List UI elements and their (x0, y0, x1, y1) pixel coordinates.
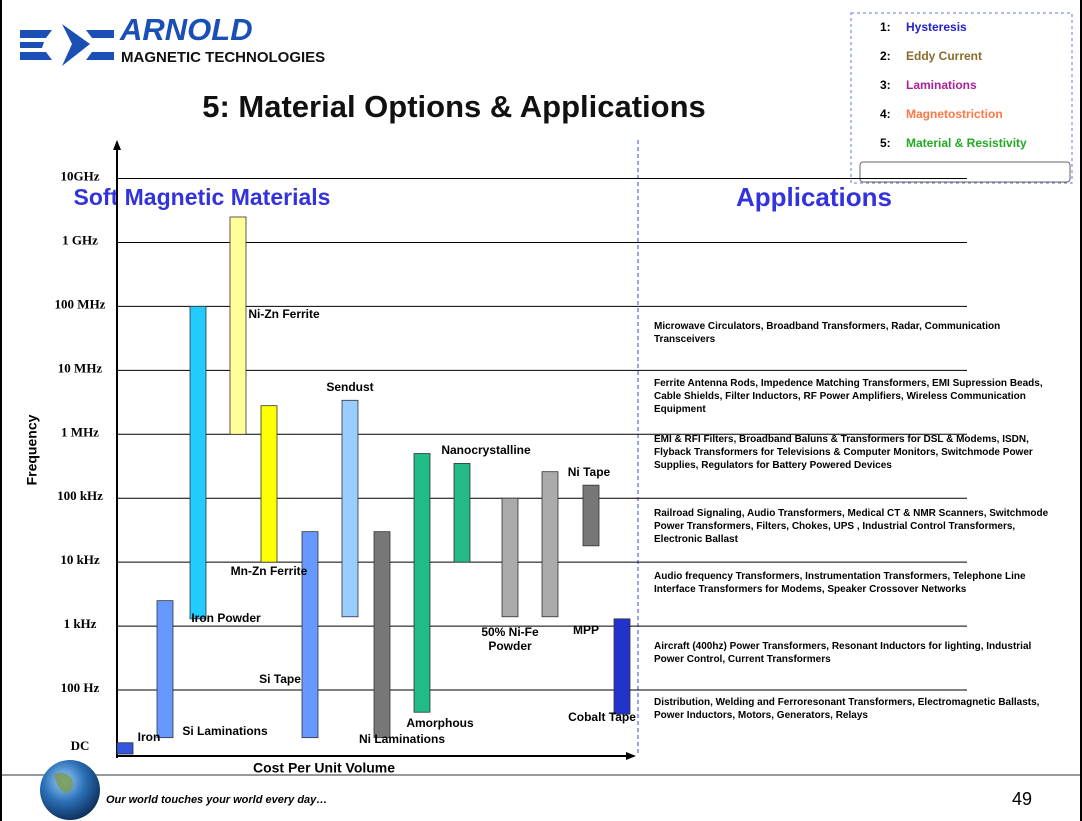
nav-item: Eddy Current (906, 49, 983, 63)
nav-item: Hysteresis (906, 20, 967, 34)
bar (116, 742, 134, 755)
bar-label: Amorphous (406, 716, 474, 731)
nav-item: Magnetostriction (906, 107, 1003, 121)
bar-label: Iron (137, 730, 161, 744)
application: Railroad Signaling, Audio Transformers, … (654, 508, 1049, 545)
logo (20, 24, 114, 66)
bar-label: Si Laminations (182, 723, 268, 738)
y-axis-arrow (113, 140, 121, 150)
bar-label: Cobalt Tape (568, 710, 636, 725)
slide-title: 5: Material Options & Applications (202, 89, 706, 124)
nav-number: 1: (880, 20, 891, 34)
nav-number: 3: (880, 78, 891, 92)
brand: ARNOLD (119, 12, 253, 47)
y-tick-label: 100 MHz (55, 296, 106, 311)
bar (613, 618, 631, 715)
bar (453, 463, 471, 563)
bar-label: Iron Powder (191, 610, 261, 625)
application: Aircraft (400hz) Power Transformers, Res… (654, 641, 1032, 665)
bar (501, 497, 519, 618)
bar (373, 531, 391, 739)
bar (229, 216, 247, 435)
y-tick-label: 100 kHz (57, 488, 103, 503)
y-tick-label: 10GHz (61, 168, 100, 183)
page-number: 49 (1012, 789, 1032, 809)
brand-sub: MAGNETIC TECHNOLOGIES (121, 49, 325, 66)
nav-box (850, 12, 1073, 184)
tagline: Our world touches your world every day… (106, 794, 327, 806)
bar (413, 453, 431, 713)
x-axis-label: Cost Per Unit Volume (253, 760, 395, 776)
bar (260, 405, 278, 563)
bar-label: Ni-Zn Ferrite (248, 306, 320, 321)
nav-item: Laminations (906, 78, 977, 92)
bar (582, 484, 600, 547)
bar-label: Nanocrystalline (441, 443, 531, 458)
nav-current (859, 161, 1071, 183)
applications-heading: Applications (736, 182, 892, 212)
bar-label: Ni Tape (567, 465, 611, 480)
chart-title: Soft Magnetic Materials (74, 184, 331, 210)
y-tick-label: 1 kHz (64, 616, 97, 631)
nav-item: Material & Resistivity (906, 136, 1027, 150)
nav-number: 2: (880, 49, 891, 63)
bar (541, 471, 559, 618)
bar-label: MPP (572, 622, 599, 637)
application: Distribution, Welding and Ferroresonant … (654, 697, 1040, 721)
nav-number: 5: (880, 136, 891, 150)
bar-label: Ni Laminations (358, 731, 445, 746)
nav-number: 4: (880, 107, 891, 121)
bar (156, 600, 174, 739)
application: EMI & RFI Filters, Broadband Baluns & Tr… (654, 434, 1033, 471)
bar-label: Si Tape (259, 671, 301, 686)
bar-label: Sendust (326, 380, 374, 395)
y-tick-label: 10 MHz (58, 360, 103, 375)
bar (301, 531, 319, 739)
application: Microwave Circulators, Broadband Transfo… (654, 321, 1001, 345)
y-origin-label: DC (71, 738, 90, 753)
y-axis-label: Frequency (24, 414, 40, 485)
application: Audio frequency Transformers, Instrument… (654, 571, 1026, 595)
bar-label: 50% Ni-Fe Powder (481, 624, 539, 653)
y-tick-label: 100 Hz (61, 680, 100, 695)
y-tick-label: 10 kHz (60, 552, 100, 567)
y-tick-label: 1 GHz (62, 232, 98, 247)
bar-label: Mn-Zn Ferrite (230, 564, 308, 579)
y-tick-label: 1 MHz (61, 424, 99, 439)
bar (189, 305, 207, 620)
application: Ferrite Antenna Rods, Impedence Matching… (654, 378, 1043, 415)
x-axis-arrow (626, 752, 636, 760)
bar (341, 399, 359, 618)
